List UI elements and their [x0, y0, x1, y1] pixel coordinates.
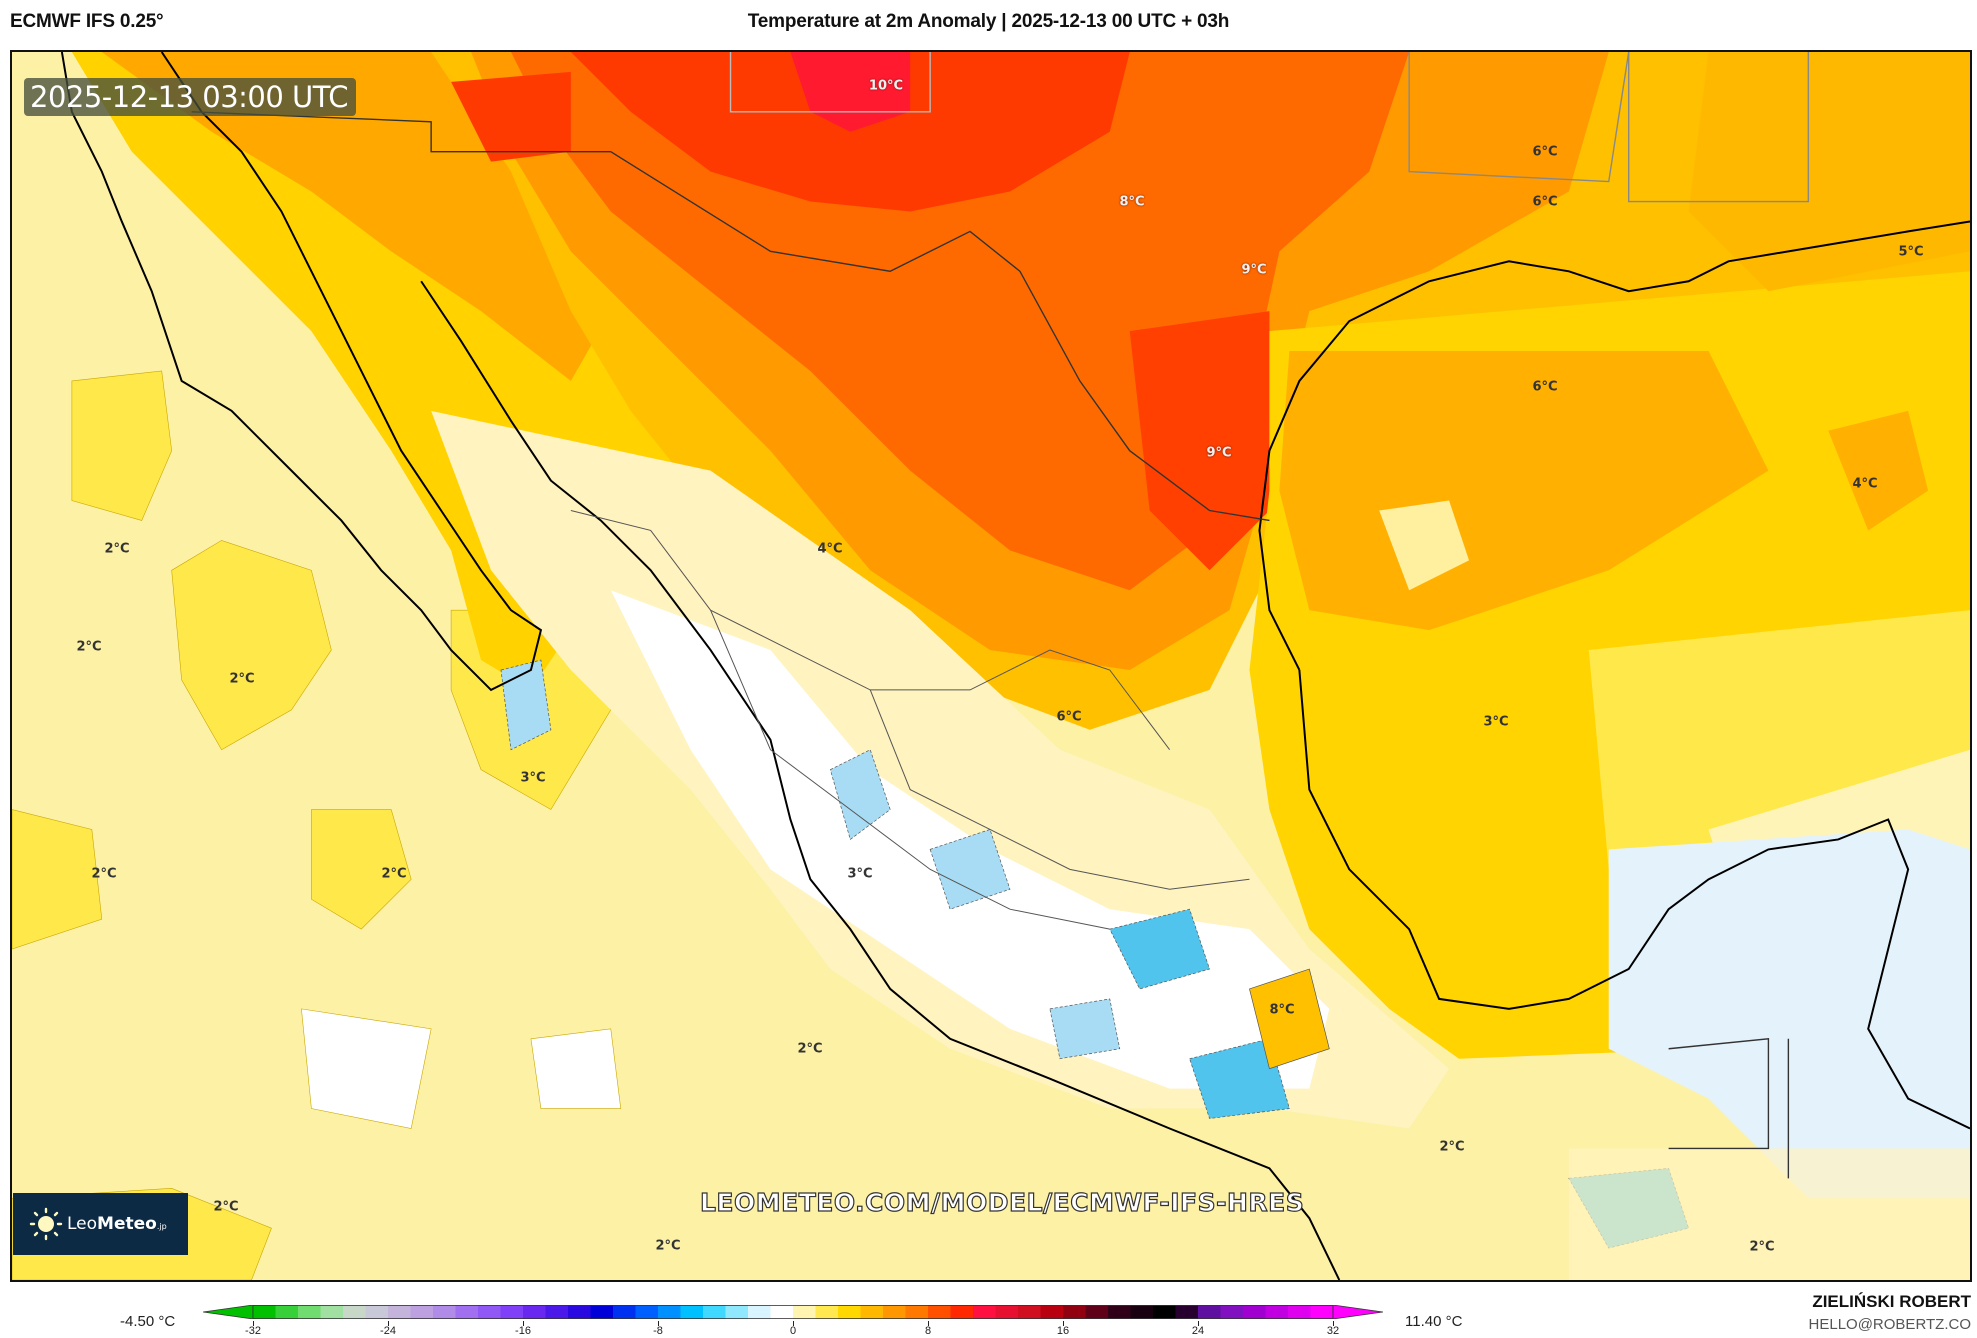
valid-time-badge: 2025-12-13 03:00 UTC	[24, 78, 357, 116]
contour-label: 2°C	[213, 1199, 239, 1215]
logo-wordmark: LeoMeteo.jp	[67, 1214, 167, 1234]
tick-mark	[1198, 1321, 1199, 1326]
author-email[interactable]: HELLO@ROBERTZ.CO	[1808, 1316, 1971, 1333]
contour-label: 9°C	[1241, 262, 1267, 278]
tick-label: 32	[1326, 1325, 1340, 1337]
tick-mark	[1063, 1321, 1064, 1326]
temperature-anomaly-map[interactable]: 2025-12-13 03:00 UTC 10°C 8°C 6°C 6°C 9°C 5°C…	[10, 50, 1972, 1282]
contour-label: 2°C	[104, 541, 130, 557]
tick-mark	[388, 1321, 389, 1326]
author-name: ZIELIŃSKI ROBERT	[1812, 1292, 1971, 1311]
tick-mark	[523, 1321, 524, 1326]
tick-label: -16	[515, 1325, 531, 1337]
contour-label: 2°C	[381, 866, 407, 882]
contour-label: 6°C	[1532, 379, 1558, 395]
colorbar	[203, 1305, 1383, 1319]
tick-label: 16	[1056, 1325, 1070, 1337]
tick-label: 24	[1191, 1325, 1205, 1337]
contour-label: 6°C	[1532, 144, 1558, 160]
map-canvas	[12, 52, 1970, 1280]
tick-label: -24	[380, 1325, 396, 1337]
contour-label: 8°C	[1119, 194, 1145, 210]
contour-label: 4°C	[817, 541, 843, 557]
tick-mark	[658, 1321, 659, 1326]
contour-label: 2°C	[76, 639, 102, 655]
contour-label: 10°C	[868, 78, 904, 94]
tick-label: 8	[924, 1325, 932, 1337]
contour-label: 2°C	[1439, 1139, 1465, 1155]
contour-label: 2°C	[655, 1238, 681, 1254]
contour-label: 2°C	[797, 1041, 823, 1057]
leometeo-logo[interactable]: LeoMeteo.jp	[13, 1193, 188, 1255]
tick-label: -8	[653, 1325, 663, 1337]
tick-mark	[1333, 1321, 1334, 1326]
contour-label: 6°C	[1056, 709, 1082, 725]
colorbar-min-value: -4.50 °C	[120, 1313, 176, 1330]
contour-label: 3°C	[520, 770, 546, 786]
colorbar-ticks: -32 -24 -16 -8 0 8 16 24 32	[0, 1321, 1977, 1338]
chart-title: Temperature at 2m Anomaly | 2025-12-13 0…	[747, 11, 1230, 32]
colorbar-max-value: 11.40 °C	[1405, 1313, 1463, 1330]
sun-icon	[29, 1207, 63, 1241]
contour-label: 5°C	[1898, 244, 1924, 260]
contour-label: 2°C	[229, 671, 255, 687]
model-name: ECMWF IFS 0.25°	[10, 11, 164, 32]
contour-label: 3°C	[847, 866, 873, 882]
tick-mark	[253, 1321, 254, 1326]
source-url-watermark: LEOMETEO.COM/MODEL/ECMWF-IFS-HRES	[699, 1187, 1305, 1217]
contour-label: 2°C	[91, 866, 117, 882]
tick-label: -32	[245, 1325, 261, 1337]
tick-label: 0	[789, 1325, 797, 1337]
tick-mark	[793, 1321, 794, 1326]
tick-mark	[928, 1321, 929, 1326]
contour-label: 9°C	[1206, 445, 1232, 461]
contour-label: 2°C	[1749, 1239, 1775, 1255]
contour-label: 4°C	[1852, 476, 1878, 492]
contour-label: 6°C	[1532, 194, 1558, 210]
contour-label: 3°C	[1483, 714, 1509, 730]
contour-label: 8°C	[1269, 1002, 1295, 1018]
